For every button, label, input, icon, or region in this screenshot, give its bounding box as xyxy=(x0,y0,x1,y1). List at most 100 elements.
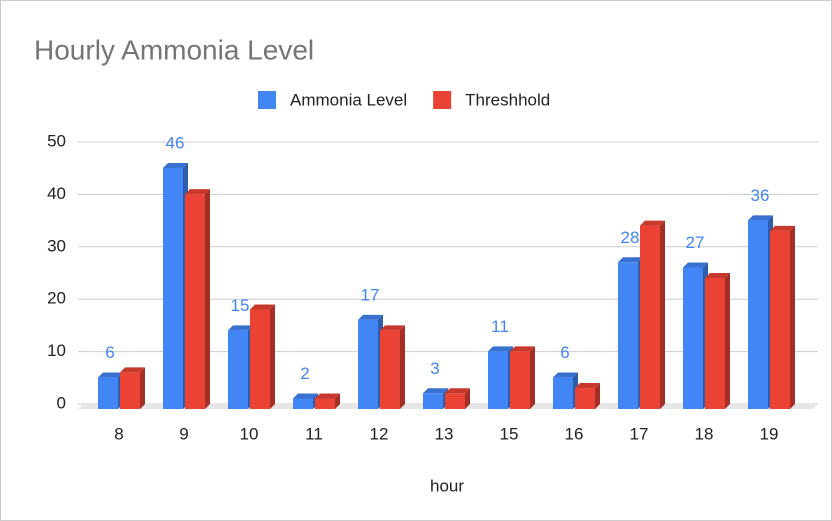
x-tick-label: 16 xyxy=(565,424,584,443)
bar-top xyxy=(358,314,383,320)
bar-front xyxy=(380,330,400,409)
bar-side xyxy=(335,393,340,409)
bar xyxy=(293,393,318,409)
bar-front xyxy=(250,309,270,409)
bar-side xyxy=(530,346,535,409)
bar-top xyxy=(683,262,708,268)
bar-top xyxy=(250,304,275,310)
x-tick-label: 19 xyxy=(760,424,779,443)
bar-front xyxy=(770,230,790,409)
y-tick-label: 40 xyxy=(47,184,66,203)
x-tick-label: 10 xyxy=(240,424,259,443)
bar-front xyxy=(358,319,378,409)
y-tick-label: 20 xyxy=(47,289,66,308)
bar-front xyxy=(488,351,508,409)
bar xyxy=(618,257,643,409)
bar-front xyxy=(163,167,183,409)
data-label: 28 xyxy=(621,228,640,247)
bar-top xyxy=(770,225,795,231)
bar-front xyxy=(553,377,573,409)
bar xyxy=(553,372,578,409)
bar xyxy=(423,388,448,409)
bar xyxy=(510,346,535,409)
x-tick-label: 12 xyxy=(370,424,389,443)
bar-front xyxy=(640,225,660,409)
bar-front xyxy=(423,393,443,409)
bar-top xyxy=(163,162,188,168)
data-label: 3 xyxy=(430,359,439,378)
bar-front xyxy=(120,372,140,409)
chart-title: Hourly Ammonia Level xyxy=(34,34,314,65)
data-label: 2 xyxy=(300,364,309,383)
bar-top xyxy=(748,215,773,221)
data-label: 11 xyxy=(491,317,509,336)
x-tick-label: 17 xyxy=(630,424,649,443)
bar-top xyxy=(553,372,578,378)
bar-front xyxy=(683,267,703,409)
bar-side xyxy=(595,383,600,409)
data-label: 17 xyxy=(361,285,380,304)
y-tick-label: 50 xyxy=(47,131,66,150)
bar xyxy=(683,262,708,409)
bar-top xyxy=(618,257,643,263)
data-label: 36 xyxy=(751,186,770,205)
bar-top xyxy=(705,273,730,278)
bar-top xyxy=(380,325,405,331)
y-tick-label: 10 xyxy=(47,341,66,360)
bar xyxy=(640,220,665,409)
y-tick-label: 30 xyxy=(47,236,66,255)
bar-top xyxy=(510,346,535,352)
x-tick-label: 8 xyxy=(114,424,123,443)
x-tick-label: 18 xyxy=(695,424,714,443)
y-tick-label: 0 xyxy=(57,393,66,412)
bar-side xyxy=(205,189,210,409)
legend-label: Ammonia Level xyxy=(290,90,407,109)
bar-front xyxy=(618,262,638,409)
bar-front xyxy=(705,278,725,409)
bar-top xyxy=(228,325,253,331)
bar xyxy=(250,304,275,409)
bar-top xyxy=(640,220,665,226)
bar-side xyxy=(270,304,275,409)
bar xyxy=(575,383,600,409)
data-label: 6 xyxy=(105,343,114,362)
bar-side xyxy=(400,325,405,409)
bar xyxy=(380,325,405,409)
bar-top xyxy=(315,393,340,399)
bar xyxy=(445,388,470,409)
data-label: 6 xyxy=(560,343,569,362)
bar-front xyxy=(575,388,595,409)
data-label: 46 xyxy=(166,133,185,152)
data-label: 27 xyxy=(686,233,705,252)
x-tick-label: 13 xyxy=(435,424,454,443)
legend-label: Threshhold xyxy=(465,90,550,109)
bar-top xyxy=(445,388,470,394)
bar xyxy=(705,273,730,409)
bar-front xyxy=(748,220,768,409)
bar-top xyxy=(98,372,123,378)
legend-swatch xyxy=(433,91,452,109)
bar-front xyxy=(445,393,465,409)
bar-front xyxy=(293,398,313,409)
x-tick-label: 9 xyxy=(179,424,188,443)
bar-side xyxy=(140,367,145,409)
bar-side xyxy=(465,388,470,409)
data-label: 15 xyxy=(231,296,250,315)
bar-front xyxy=(510,351,530,409)
x-tick-label: 11 xyxy=(305,424,323,443)
bar-front xyxy=(98,377,118,409)
bar xyxy=(358,314,383,409)
bar xyxy=(98,372,123,409)
x-tick-label: 15 xyxy=(500,424,519,443)
bar-top xyxy=(120,367,145,373)
bar xyxy=(120,367,145,409)
legend-swatch xyxy=(258,91,276,109)
bar-front xyxy=(185,194,205,409)
bar xyxy=(488,346,513,409)
bar-top xyxy=(488,346,513,352)
bar-side xyxy=(790,225,795,409)
bar xyxy=(185,189,210,409)
bar xyxy=(163,162,188,409)
